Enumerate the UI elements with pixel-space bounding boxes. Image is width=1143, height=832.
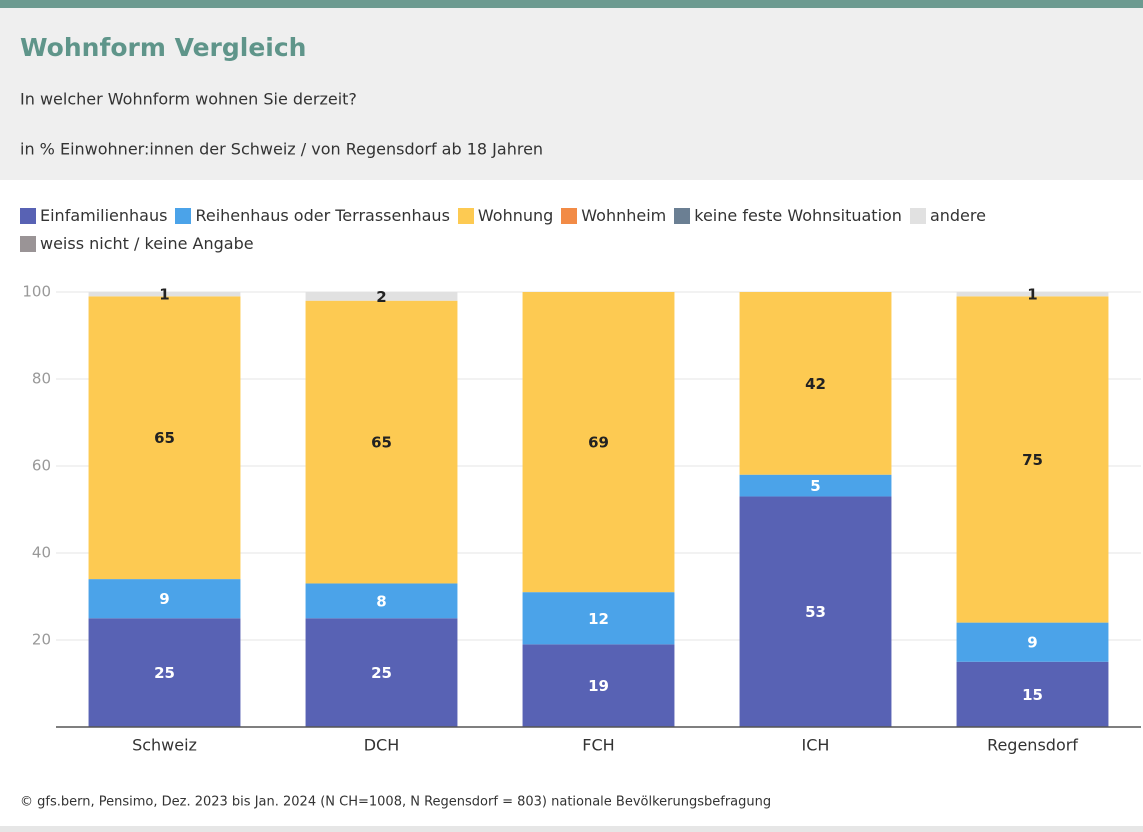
subtitle: In welcher Wohnform wohnen Sie derzeit?	[20, 90, 357, 109]
legend-label: weiss nicht / keine Angabe	[40, 234, 254, 253]
chart-title: Wohnform Vergleich	[20, 33, 306, 62]
value-label: 53	[805, 603, 826, 621]
bar-segment	[88, 579, 241, 619]
legend-swatch	[20, 208, 36, 224]
bar-segment	[305, 618, 458, 727]
legend-swatch	[909, 208, 926, 224]
value-label: 19	[588, 677, 609, 695]
legend-label: Reihenhaus oder Terrassenhaus	[195, 206, 450, 225]
legend-swatch	[561, 208, 578, 224]
bar-segment	[739, 474, 892, 497]
bar-segment	[956, 292, 1109, 297]
x-tick-label: Regensdorf	[987, 736, 1078, 755]
y-tick-label: 60	[32, 457, 51, 475]
legend-item: andere	[909, 202, 986, 230]
source: © gfs.bern, Pensimo, Dez. 2023 bis Jan. …	[20, 795, 771, 810]
bar-segment	[305, 300, 458, 584]
value-label: 9	[159, 590, 169, 608]
bar-segment	[522, 644, 675, 727]
bar-segment	[88, 296, 241, 580]
value-label: 1	[1027, 286, 1037, 304]
value-label: 25	[371, 664, 392, 682]
bar-segment	[956, 296, 1109, 623]
legend-item: weiss nicht / keine Angabe	[20, 230, 254, 258]
top-bar	[0, 0, 1143, 8]
bar-segment	[305, 292, 458, 301]
bar-segment	[88, 292, 241, 297]
legend: Einfamilienhaus Reihenhaus oder Terrassen…	[20, 202, 1130, 258]
legend-item: Wohnung	[457, 202, 554, 230]
value-label: 5	[810, 477, 820, 495]
x-tick-label: FCH	[582, 736, 614, 755]
legend-label: keine feste Wohnsituation	[694, 206, 902, 225]
value-label: 12	[588, 610, 609, 628]
legend-label: Einfamilienhaus	[40, 206, 168, 225]
legend-item: Wohnheim	[561, 202, 666, 230]
y-tick-label: 40	[32, 544, 51, 562]
bar-segment	[956, 622, 1109, 662]
legend-label: andere	[929, 206, 986, 225]
value-label: 65	[371, 434, 392, 452]
footer-bar	[0, 826, 1143, 832]
bar-segment	[739, 496, 892, 727]
legend-swatch	[175, 208, 192, 224]
value-label: 9	[1027, 634, 1037, 652]
value-label: 69	[588, 434, 609, 452]
legend-swatch	[20, 236, 36, 252]
value-label: 2	[376, 288, 386, 306]
x-tick-label: DCH	[364, 736, 400, 755]
legend-label: Wohnheim	[581, 206, 667, 225]
value-label: 25	[154, 664, 175, 682]
legend-label: Wohnung	[477, 206, 554, 225]
y-tick-label: 80	[32, 370, 51, 388]
unit-note: in % Einwohner:innen der Schweiz / von R…	[20, 140, 543, 159]
value-label: 1	[159, 286, 169, 304]
value-label: 8	[376, 592, 386, 610]
legend-item: keine feste Wohnsituation	[674, 202, 902, 230]
value-label: 75	[1022, 451, 1043, 469]
y-tick-label: 100	[22, 283, 51, 301]
header	[0, 8, 1143, 180]
y-tick-label: 20	[32, 631, 51, 649]
bar-segment	[305, 583, 458, 619]
value-label: 65	[154, 429, 175, 447]
x-tick-label: ICH	[802, 736, 830, 755]
x-tick-label: Schweiz	[132, 736, 197, 755]
bar-segment	[739, 292, 892, 475]
bar-segment	[522, 592, 675, 645]
legend-item: Einfamilienhaus	[20, 202, 167, 230]
value-label: 42	[805, 375, 826, 393]
legend-swatch	[674, 208, 691, 224]
bar-segment	[522, 292, 675, 593]
value-label: 15	[1022, 686, 1043, 704]
legend-item: Reihenhaus oder Terrassenhaus	[175, 202, 450, 230]
bar-segment	[88, 618, 241, 727]
bar-segment	[956, 661, 1109, 727]
legend-swatch	[457, 208, 474, 224]
